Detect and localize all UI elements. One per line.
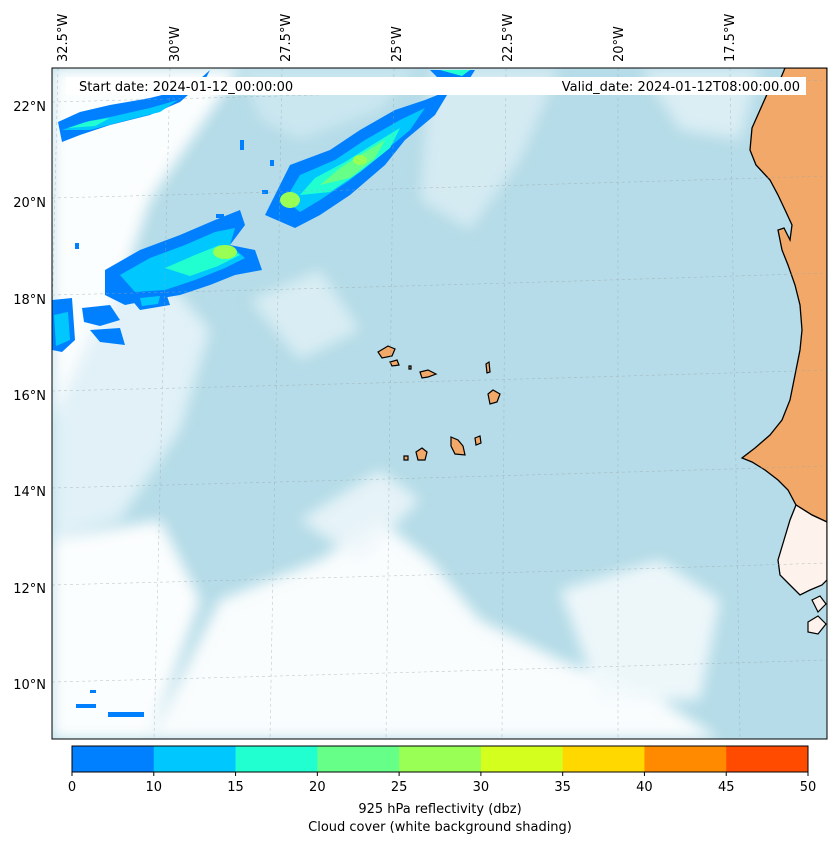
lat-label: 18°N [13, 293, 46, 308]
colorbar-swatch [153, 746, 237, 772]
lon-label: 32.5°W [56, 14, 71, 62]
colorbar: 0 10 15 20 25 30 35 40 45 50 925 hPa reflectivity… [68, 745, 816, 835]
cape-verde-islands [377, 345, 501, 461]
colorbar-tick-label: 50 [800, 780, 817, 795]
colorbar-swatch [562, 746, 645, 772]
colorbar-swatch [317, 746, 400, 772]
lat-label: 16°N [13, 389, 46, 404]
african-coastline [740, 68, 827, 635]
map-frame [51, 67, 828, 740]
colorbar-swatch [72, 746, 155, 772]
colorbar-tick-label: 20 [309, 780, 326, 795]
lon-label: 20°W [612, 26, 627, 62]
colorbar-tick-label: 15 [227, 780, 244, 795]
start-date-label: Start date: 2024-01-12_00:00:00 [79, 80, 293, 95]
lat-label: 14°N [13, 485, 46, 500]
colorbar-swatch [726, 746, 809, 772]
colorbar-tick-label: 30 [473, 780, 490, 795]
reflectivity-patches [52, 70, 475, 717]
valid-date-label: Valid_date: 2024-01-12T08:00:00.00 [562, 80, 800, 95]
lat-label: 12°N [13, 582, 46, 597]
colorbar-tick-label: 45 [718, 780, 735, 795]
colorbar-frame [71, 745, 809, 773]
colorbar-tick-label: 0 [68, 780, 76, 795]
lat-label: 22°N [13, 100, 46, 115]
colorbar-swatch [644, 746, 727, 772]
colorbar-swatch [399, 746, 482, 772]
colorbar-ticks: 0 10 15 20 25 30 35 40 45 50 [68, 772, 816, 795]
colorbar-swatch [235, 746, 318, 772]
colorbar-tick-label: 40 [636, 780, 653, 795]
colorbar-tick-label: 25 [391, 780, 408, 795]
lon-label: 30°W [168, 26, 183, 62]
map-plot-area: Start date: 2024-01-12_00:00:00 Valid_da… [52, 68, 827, 739]
lon-label: 22.5°W [501, 14, 516, 62]
colorbar-tick-label: 10 [146, 780, 163, 795]
lat-label: 20°N [13, 196, 46, 211]
colorbar-swatches [72, 746, 809, 772]
latitude-labels: 22°N 20°N 18°N 16°N 14°N 12°N 10°N [13, 100, 46, 693]
colorbar-tick-label: 35 [554, 780, 571, 795]
gridlines [52, 68, 827, 739]
header-band [66, 77, 806, 95]
longitude-labels: 32.5°W 30°W 27.5°W 25°W 22.5°W 20°W 17.5… [56, 14, 738, 62]
colorbar-sublabel: Cloud cover (white background shading) [308, 820, 572, 835]
lon-label: 17.5°W [723, 14, 738, 62]
colorbar-label: 925 hPa reflectivity (dbz) [358, 802, 521, 817]
lon-label: 27.5°W [279, 14, 294, 62]
lon-label: 25°W [390, 26, 405, 62]
colorbar-swatch [480, 746, 564, 772]
lat-label: 10°N [13, 678, 46, 693]
